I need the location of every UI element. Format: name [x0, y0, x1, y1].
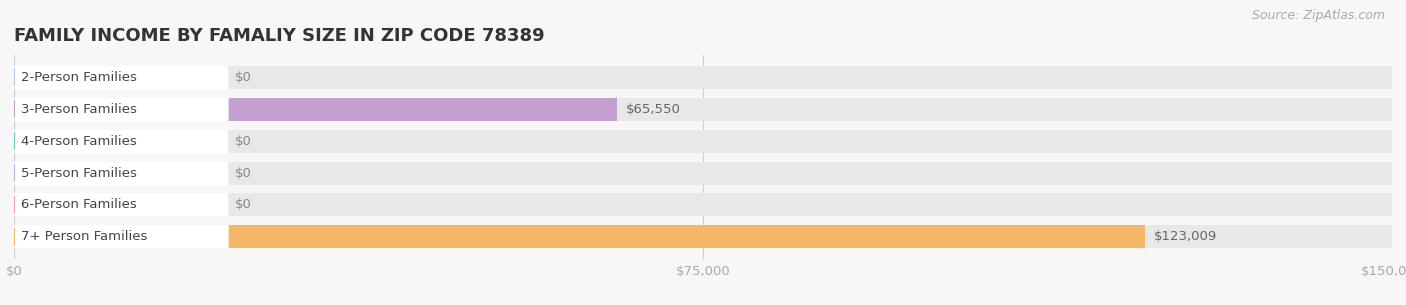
- Bar: [14, 98, 228, 121]
- Bar: [14, 162, 228, 185]
- Text: $0: $0: [235, 135, 252, 148]
- Text: 7+ Person Families: 7+ Person Families: [21, 230, 148, 243]
- Bar: [14, 193, 228, 217]
- Bar: [14, 225, 1392, 248]
- Text: $123,009: $123,009: [1154, 230, 1218, 243]
- Text: 3-Person Families: 3-Person Families: [21, 103, 136, 116]
- Bar: [14, 193, 228, 217]
- Text: FAMILY INCOME BY FAMALIY SIZE IN ZIP CODE 78389: FAMILY INCOME BY FAMALIY SIZE IN ZIP COD…: [14, 27, 544, 45]
- Bar: [14, 130, 1392, 152]
- Text: Source: ZipAtlas.com: Source: ZipAtlas.com: [1251, 9, 1385, 22]
- Text: 4-Person Families: 4-Person Families: [21, 135, 136, 148]
- Bar: [14, 98, 1392, 121]
- Bar: [14, 66, 1392, 89]
- Bar: [14, 130, 228, 152]
- Text: $0: $0: [235, 199, 252, 211]
- Bar: [14, 130, 228, 152]
- Bar: [14, 98, 616, 121]
- Text: $65,550: $65,550: [626, 103, 681, 116]
- Bar: [14, 162, 1392, 185]
- Text: 2-Person Families: 2-Person Families: [21, 71, 136, 84]
- Bar: [14, 225, 228, 248]
- Bar: [14, 66, 228, 89]
- Text: 6-Person Families: 6-Person Families: [21, 199, 136, 211]
- Bar: [14, 225, 1144, 248]
- Text: $0: $0: [235, 71, 252, 84]
- Text: 5-Person Families: 5-Person Families: [21, 167, 136, 180]
- Text: $0: $0: [235, 167, 252, 180]
- Bar: [14, 66, 228, 89]
- Bar: [14, 193, 1392, 217]
- Bar: [14, 162, 228, 185]
